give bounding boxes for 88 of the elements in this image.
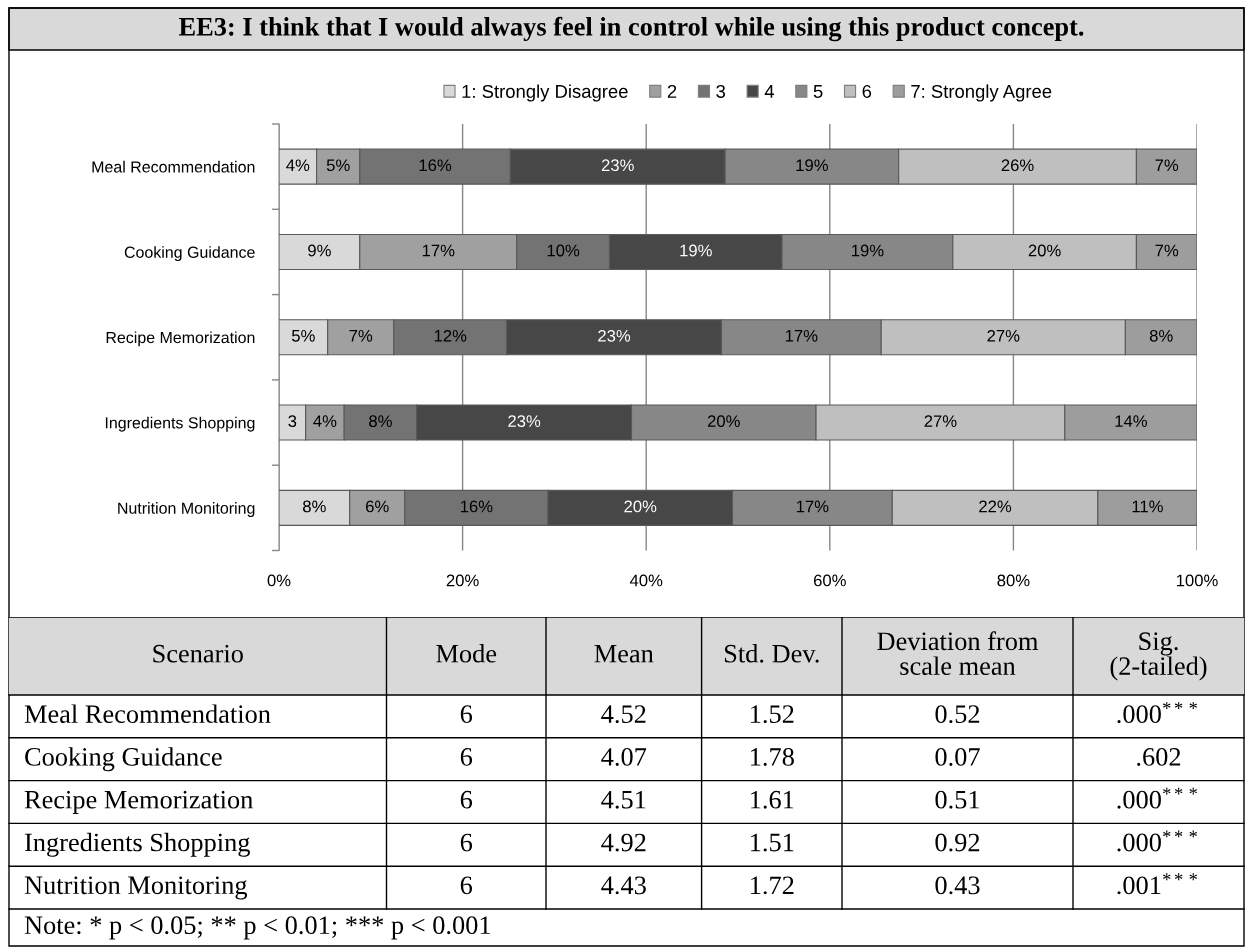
data-label: 19% — [680, 244, 712, 257]
text: Mean — [594, 645, 654, 663]
data-label: 0.51 — [935, 790, 980, 809]
data-label: 1.61 — [751, 790, 794, 809]
data-label: 26% — [1001, 159, 1034, 172]
data-label: 14% — [1115, 415, 1147, 427]
data-label: 7% — [349, 329, 373, 342]
text: Note: * p < 0.05; ** p < 0.01; *** p < 0.001 — [24, 916, 491, 940]
data-label: 6 — [460, 705, 473, 724]
data-label: 0.52 — [935, 705, 980, 724]
data-label: .001$^{***}$ — [1117, 873, 1197, 895]
data-label: 0.07 — [935, 748, 980, 766]
data-label: .000$^{***}$ — [1117, 830, 1197, 852]
data-label: 16% — [419, 159, 452, 172]
data-label: 4.43 — [601, 876, 646, 895]
y-tick-label: Nutrition Monitoring — [118, 502, 255, 517]
legend-label: 4 — [764, 85, 775, 98]
x-tick-label: 60% — [813, 574, 846, 587]
data-label: .000$^{***}$ — [1117, 702, 1197, 724]
data-label: 4.07 — [601, 748, 647, 766]
data-label: 7% — [1155, 244, 1179, 257]
text: Std. Dev. — [724, 644, 819, 663]
data-label: 4% — [286, 159, 310, 172]
data-label: 19% — [796, 159, 828, 172]
data-label: 6% — [366, 500, 389, 513]
data-label: 5% — [291, 329, 315, 342]
data-label: 1.78 — [751, 748, 794, 766]
legend-label: 1: Strongly Disagree — [462, 84, 628, 102]
data-label: 23% — [598, 329, 631, 342]
data-label: 23% — [601, 159, 634, 172]
data-label: 6 — [460, 748, 473, 766]
data-label: 20% — [1028, 244, 1061, 257]
data-label: 20% — [707, 415, 740, 428]
data-label: 3 — [288, 415, 297, 428]
legend-label: 2 — [667, 84, 677, 98]
data-label: 19% — [852, 244, 884, 257]
data-label: 17% — [422, 244, 455, 257]
y-tick-label: Meal Recommendation — [92, 160, 255, 173]
data-label: 27% — [924, 415, 957, 427]
data-label: 0.92 — [935, 833, 980, 852]
x-tick-label: 20% — [446, 574, 479, 587]
data-label: 23% — [508, 415, 541, 428]
y-tick-label: Ingredients Shopping — [105, 416, 255, 432]
data-label: 17% — [785, 329, 818, 342]
legend-label: 5 — [813, 85, 823, 98]
text: Sig. (2-tailed) — [1110, 632, 1207, 681]
chart-title: EE3: I think that I would always feel in control while using this product concept. — [178, 16, 1084, 42]
data-label: 8% — [303, 500, 326, 513]
data-label: 7% — [1155, 159, 1179, 172]
data-label: 16% — [460, 500, 493, 513]
data-label: 6 — [460, 876, 473, 895]
data-label: 5% — [326, 159, 350, 172]
data-label: 20% — [624, 500, 657, 513]
data-label: 4.52 — [601, 705, 646, 724]
x-tick-label: 40% — [629, 574, 663, 587]
data-label: 8% — [369, 415, 392, 428]
data-label: 0.43 — [935, 876, 980, 895]
data-label: 27% — [987, 329, 1020, 342]
data-label: 6 — [460, 833, 473, 852]
legend-label: 3 — [716, 84, 726, 98]
data-label: 1.51 — [751, 833, 794, 852]
x-tick-label: 80% — [997, 574, 1030, 587]
data-label: .000$^{***}$ — [1117, 787, 1197, 809]
data-label: 8% — [1149, 329, 1173, 342]
data-label: 11% — [1132, 500, 1163, 513]
data-label: 12% — [434, 329, 467, 342]
data-label: 4.51 — [601, 790, 646, 809]
text: Mode — [436, 644, 497, 663]
data-label: 1.52 — [751, 705, 794, 724]
data-label: 22% — [979, 500, 1012, 513]
legend-label: 7: Strongly Agree — [911, 84, 1052, 102]
data-label: 4.92 — [601, 833, 646, 852]
x-tick-label: 100% — [1176, 574, 1218, 587]
data-label: .602 — [1137, 748, 1181, 766]
data-label: 1.72 — [751, 876, 794, 895]
data-label: 17% — [796, 500, 829, 513]
y-tick-label: Cooking Guidance — [124, 246, 255, 262]
category-label: Meal Recommendation — [24, 704, 271, 724]
y-tick-label: Recipe Memorization — [106, 331, 255, 347]
category-label: Cooking Guidance — [25, 747, 222, 772]
text: Scenario — [153, 644, 243, 663]
x-tick-label: 0% — [267, 574, 291, 587]
data-label: 9% — [308, 244, 331, 257]
text: Deviation from scale mean — [877, 631, 1039, 676]
data-label: 6 — [460, 790, 473, 809]
legend-label: 6 — [862, 84, 872, 98]
data-label: 10% — [547, 244, 580, 257]
data-label: 4% — [313, 415, 337, 427]
